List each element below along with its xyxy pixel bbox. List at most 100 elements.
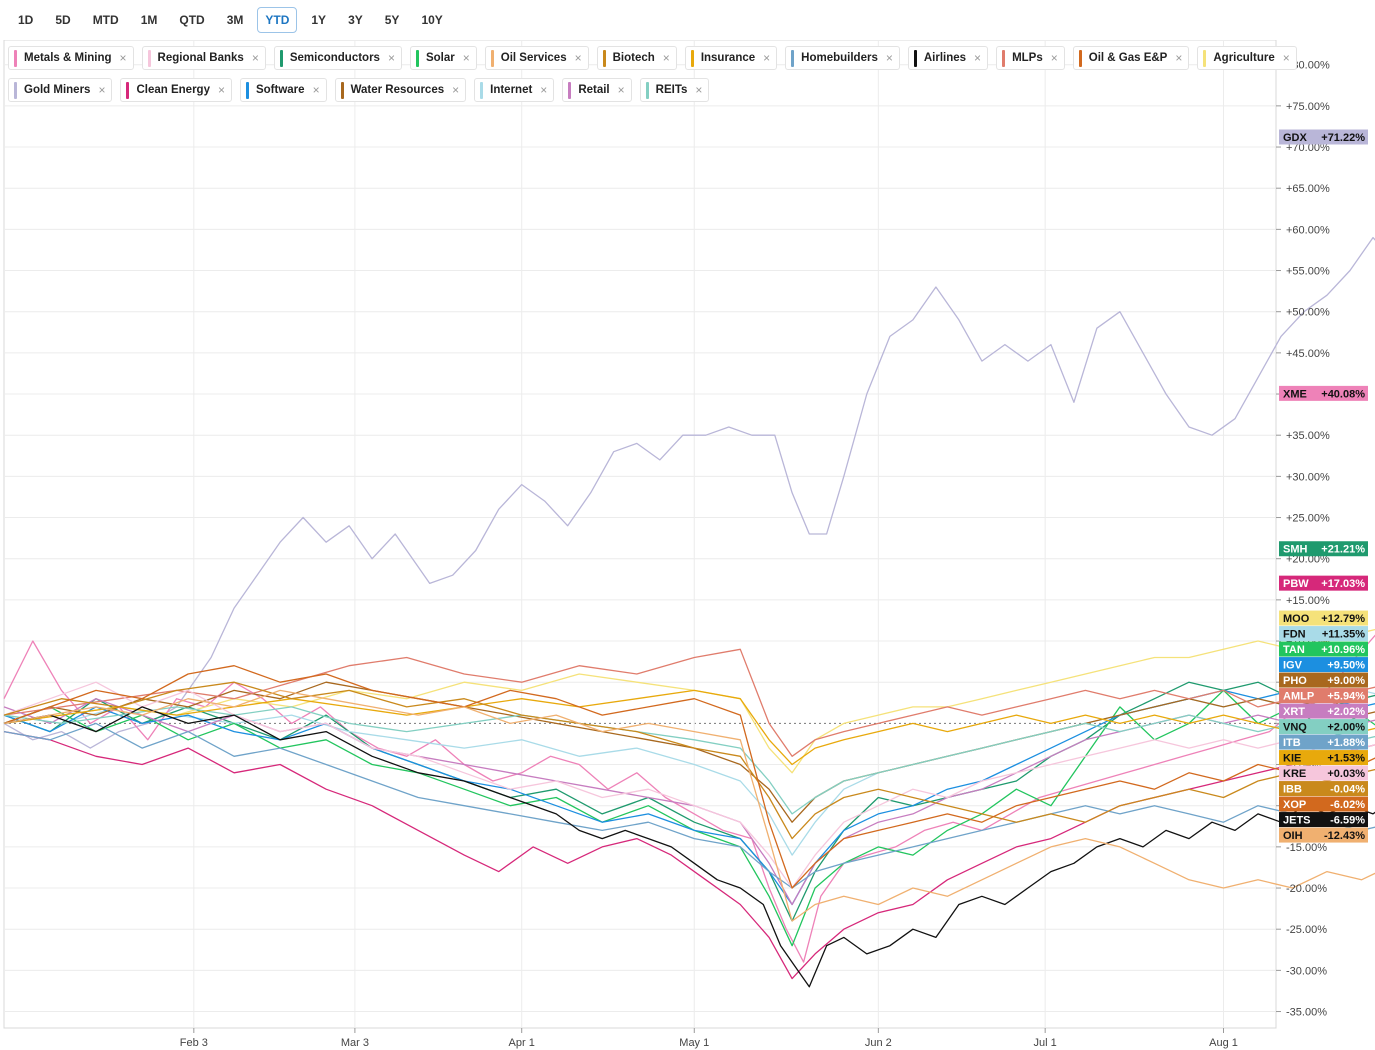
legend-row: Gold Miners × Clean Energy × Software × Water … (8, 78, 1270, 102)
y-tick-label: +55.00% (1286, 266, 1330, 278)
remove-icon[interactable]: × (452, 83, 460, 97)
timeframe-button-5y[interactable]: 5Y (384, 13, 400, 27)
value-tag-ticker: GDX (1283, 132, 1308, 144)
legend: Metals & Mining × Regional Banks × Semicondu… (8, 46, 1297, 110)
timeframe-button-3m[interactable]: 3M (226, 13, 244, 27)
remove-icon[interactable]: × (119, 51, 127, 65)
legend-chip[interactable]: Oil & Gas E&P × (1072, 46, 1190, 70)
timeframe-button-qtd[interactable]: QTD (179, 13, 205, 27)
legend-chip[interactable]: Oil Services × (484, 46, 589, 70)
timeframe-button-1d[interactable]: 1D (18, 13, 34, 27)
legend-chip[interactable]: Software × (239, 78, 327, 102)
remove-icon[interactable]: × (1175, 51, 1183, 65)
legend-label: Oil Services (500, 52, 567, 64)
legend-chip[interactable]: REITs × (639, 78, 710, 102)
remove-icon[interactable]: × (462, 51, 470, 65)
value-tag-bg (1279, 688, 1368, 704)
value-tag-ticker: XRT (1283, 706, 1305, 718)
value-tag-ticker: AMLP (1283, 691, 1314, 703)
legend-chip[interactable]: Insurance × (684, 46, 778, 70)
value-tag-bg (1279, 641, 1368, 657)
legend-chip[interactable]: Clean Energy × (120, 78, 232, 102)
legend-chip[interactable]: Metals & Mining × (8, 46, 134, 70)
value-tag-bg (1279, 703, 1368, 719)
y-tick-label: +70.00% (1286, 142, 1330, 154)
value-tag-ticker: PHO (1283, 675, 1307, 687)
remove-icon[interactable]: × (662, 51, 670, 65)
value-tag-ticker: IBB (1283, 784, 1302, 796)
value-tag-vnq: VNQ +2.00% (1279, 719, 1368, 735)
x-tick-label: Aug 1 (1209, 1037, 1238, 1049)
timeframe-button-1y[interactable]: 1Y (311, 13, 327, 27)
y-tick-label: +25.00% (1286, 513, 1330, 525)
legend-swatch (126, 81, 130, 99)
legend-label: MLPs (1012, 52, 1043, 64)
value-tag-ticker: TAN (1283, 644, 1305, 656)
remove-icon[interactable]: × (1282, 51, 1290, 65)
legend-chip[interactable]: Internet × (474, 78, 555, 102)
value-tag-value: +1.53% (1327, 753, 1365, 765)
value-tags: GDX +71.22% XME +40.08% SMH +21.21% PBW +17.03%… (1279, 129, 1368, 843)
series-line-xme (3, 634, 1375, 963)
value-tag-bg (1279, 719, 1368, 735)
series-line-vnq (3, 706, 1375, 815)
legend-chip[interactable]: Semiconductors × (273, 46, 402, 70)
value-tag-pbw: PBW +17.03% (1279, 575, 1368, 591)
timeframe-button-10y[interactable]: 10Y (421, 13, 443, 27)
legend-chip[interactable]: Agriculture × (1197, 46, 1297, 70)
timeframe-button-ytd[interactable]: YTD (257, 7, 298, 33)
value-tag-xop: XOP -6.02% (1279, 796, 1368, 812)
remove-icon[interactable]: × (217, 83, 225, 97)
remove-icon[interactable]: × (574, 51, 582, 65)
legend-label: Gold Miners (24, 84, 91, 96)
legend-label: Software (255, 84, 305, 96)
value-tag-value: +5.94% (1327, 691, 1365, 703)
timeframe-button-mtd[interactable]: MTD (92, 13, 119, 27)
legend-chip[interactable]: Regional Banks × (141, 46, 266, 70)
legend-swatch (14, 81, 17, 99)
series-lines (3, 236, 1375, 988)
legend-chip[interactable]: Homebuilders × (785, 46, 900, 70)
legend-label: Internet (490, 84, 533, 96)
series-line-itb (3, 722, 1375, 889)
legend-chip[interactable]: Gold Miners × (8, 78, 113, 102)
value-tag-ticker: PBW (1283, 578, 1309, 590)
value-tag-bg (1279, 657, 1368, 673)
timeframe-button-1m[interactable]: 1M (140, 13, 158, 27)
y-tick-label: +60.00% (1286, 224, 1330, 236)
remove-icon[interactable]: × (1050, 51, 1058, 65)
remove-icon[interactable]: × (251, 51, 259, 65)
remove-icon[interactable]: × (98, 83, 106, 97)
legend-chip[interactable]: Retail × (562, 78, 632, 102)
value-tag-value: -6.59% (1330, 815, 1365, 827)
legend-label: Metals & Mining (24, 52, 112, 64)
remove-icon[interactable]: × (387, 51, 395, 65)
y-tick-label: -30.00% (1286, 965, 1327, 977)
remove-icon[interactable]: × (695, 83, 703, 97)
value-tag-ticker: SMH (1283, 544, 1308, 556)
value-tag-value: -6.02% (1330, 799, 1365, 811)
remove-icon[interactable]: × (312, 83, 320, 97)
legend-chip[interactable]: Biotech × (596, 46, 677, 70)
legend-swatch (568, 81, 572, 99)
remove-icon[interactable]: × (763, 51, 771, 65)
remove-icon[interactable]: × (617, 83, 625, 97)
timeframe-button-5d[interactable]: 5D (55, 13, 71, 27)
series-line-jets (3, 706, 1375, 988)
legend-chip[interactable]: Solar × (409, 46, 477, 70)
legend-chip[interactable]: Airlines × (907, 46, 989, 70)
value-tag-bg (1279, 750, 1368, 766)
remove-icon[interactable]: × (974, 51, 982, 65)
series-line-tan (3, 689, 1375, 947)
remove-icon[interactable]: × (540, 83, 548, 97)
legend-chip[interactable]: Water Resources × (334, 78, 467, 102)
timeframe-button-3y[interactable]: 3Y (348, 13, 363, 27)
value-tag-bg (1279, 672, 1368, 688)
y-tick-label: -35.00% (1286, 1007, 1327, 1019)
legend-chip[interactable]: MLPs × (996, 46, 1065, 70)
remove-icon[interactable]: × (885, 51, 893, 65)
y-tick-label: +65.00% (1286, 183, 1330, 195)
x-tick-label: Mar 3 (341, 1037, 369, 1049)
legend-swatch (791, 49, 795, 67)
